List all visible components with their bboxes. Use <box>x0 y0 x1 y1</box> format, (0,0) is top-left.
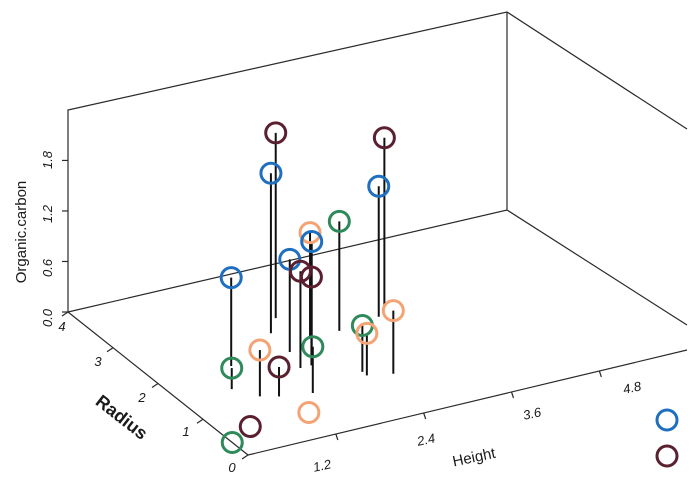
data-point <box>372 126 396 150</box>
data-point <box>381 299 405 323</box>
y-tick-label: 0 <box>228 460 236 475</box>
data-point <box>267 355 291 379</box>
data-point <box>327 209 351 233</box>
z-tick-labels: 0.0 0.6 1.2 1.8 <box>40 150 55 327</box>
z-tick-label: 0.0 <box>40 308 55 327</box>
data-point <box>288 259 312 283</box>
y-tick-labels: 0 1 2 3 4 <box>58 319 236 475</box>
z-tick-label: 0.6 <box>40 258 55 277</box>
tick-mark <box>241 454 249 460</box>
data-point <box>259 161 283 185</box>
z-tick-label: 1.8 <box>40 150 55 169</box>
floor-back-edges <box>67 209 688 326</box>
y-tick-label: 2 <box>137 390 146 405</box>
data-point <box>264 121 288 145</box>
plot-box <box>67 11 688 456</box>
tick-mark <box>196 418 204 424</box>
y-tick-label: 1 <box>182 424 189 439</box>
legend-marker <box>655 408 679 432</box>
data-point <box>367 174 391 198</box>
data-point <box>238 415 262 439</box>
data-point <box>299 265 323 289</box>
x-tick-label: 4.8 <box>622 378 644 397</box>
tick-mark <box>423 412 427 420</box>
legend-marker <box>655 444 679 468</box>
data-point <box>219 266 243 290</box>
legend <box>655 408 679 468</box>
z-tick-label: 1.2 <box>40 204 55 223</box>
x-tick-label: 2.4 <box>415 430 437 449</box>
tick-mark <box>335 433 339 441</box>
tick-mark <box>106 347 114 353</box>
data-point <box>300 230 324 253</box>
tick-labels: 0.0 0.6 1.2 1.8 0 1 2 3 4 1.2 2.4 3.6 4.… <box>40 150 643 475</box>
tick-mark <box>510 391 515 399</box>
data-point <box>355 321 379 345</box>
x-tick-labels: 1.2 2.4 3.6 4.8 <box>312 378 644 475</box>
data-point <box>248 338 272 362</box>
floor-front-edge <box>247 349 688 456</box>
tick-mark <box>598 370 602 378</box>
tick-mark <box>61 311 69 317</box>
tick-mark <box>151 383 159 388</box>
x-tick-label: 3.6 <box>522 404 544 423</box>
z-axis-title: Organic.carbon <box>13 181 30 284</box>
x-tick-label: 1.2 <box>312 456 334 475</box>
back-wall-outline <box>67 11 688 312</box>
data-point <box>220 430 244 454</box>
data-point <box>220 356 244 380</box>
axis-ticks <box>61 159 602 460</box>
data-point <box>301 335 325 359</box>
y-tick-label: 3 <box>94 354 102 369</box>
data-point <box>297 401 321 425</box>
y-tick-label: 4 <box>58 319 65 334</box>
data-point <box>298 221 322 245</box>
x-axis-title: Height <box>451 445 498 471</box>
data-points <box>219 121 405 454</box>
